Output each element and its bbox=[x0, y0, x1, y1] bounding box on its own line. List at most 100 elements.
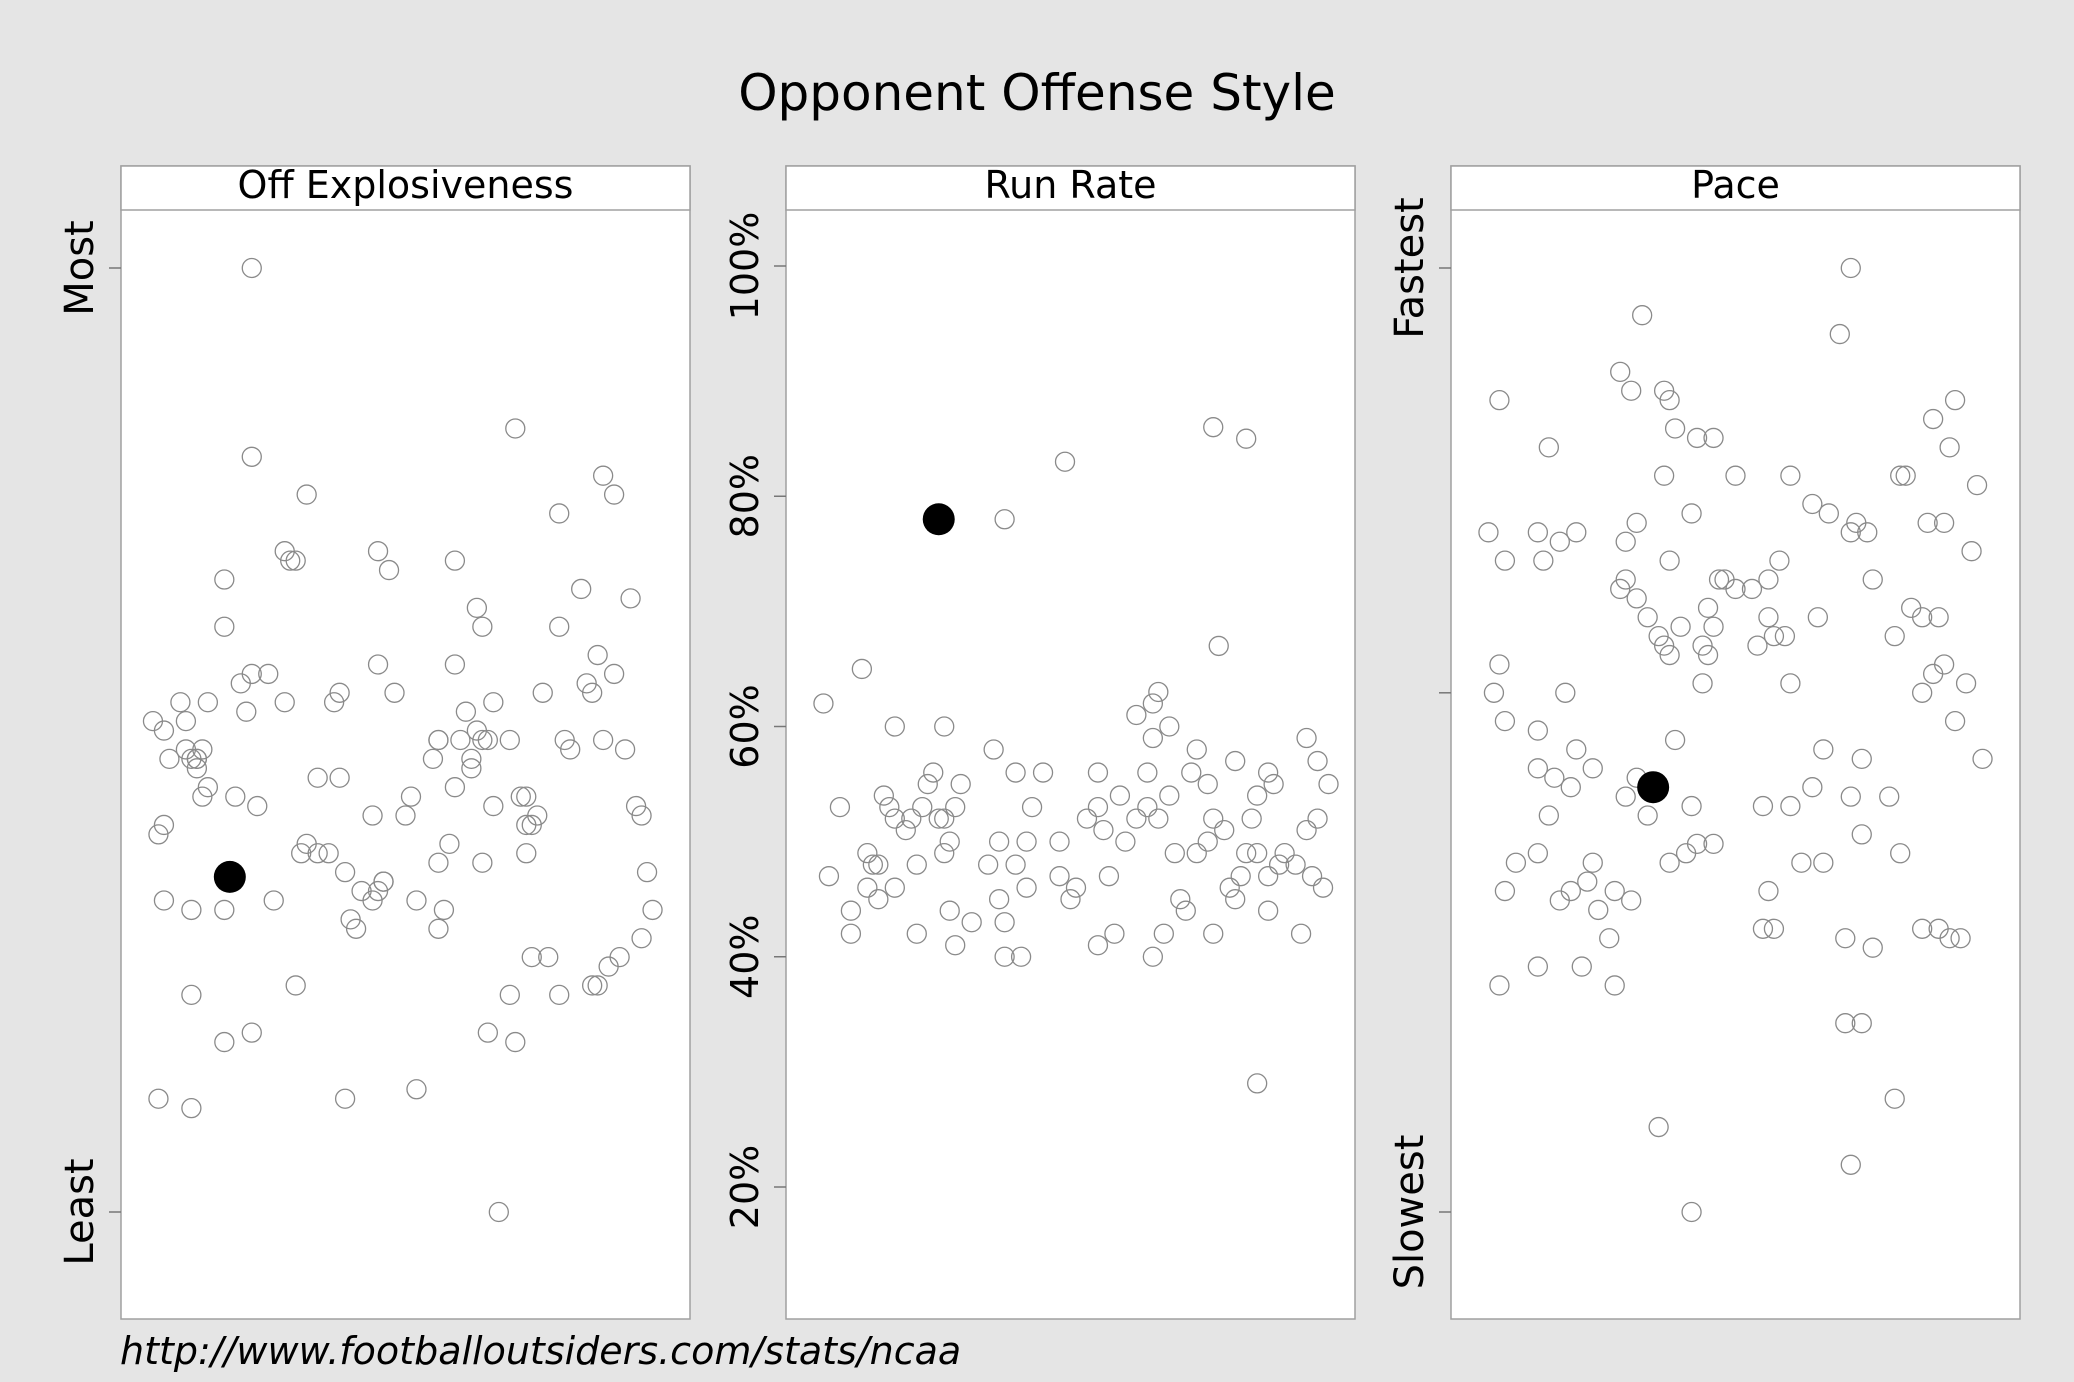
data-point bbox=[1681, 503, 1702, 524]
data-point bbox=[1741, 578, 1763, 600]
panel-2: Run Rate 20% 40% 60% 80% 100% bbox=[723, 163, 1356, 1320]
data-point bbox=[1186, 842, 1207, 864]
data-point bbox=[1725, 465, 1746, 486]
data-point bbox=[1670, 616, 1691, 637]
data-point bbox=[840, 923, 862, 944]
data-point bbox=[868, 889, 889, 910]
highlight-point bbox=[1637, 771, 1670, 804]
data-point bbox=[1725, 578, 1746, 600]
data-point bbox=[1527, 758, 1549, 779]
data-point bbox=[1483, 682, 1505, 703]
data-point bbox=[1247, 785, 1268, 806]
data-point bbox=[1126, 808, 1147, 829]
data-point bbox=[549, 616, 570, 637]
data-point bbox=[170, 692, 191, 713]
data-point bbox=[1005, 762, 1026, 783]
data-point bbox=[961, 912, 982, 933]
data-point bbox=[472, 616, 493, 637]
data-point bbox=[1527, 956, 1549, 977]
data-point bbox=[1862, 569, 1883, 590]
data-point bbox=[1186, 739, 1207, 760]
data-point bbox=[923, 762, 944, 783]
data-point bbox=[939, 831, 960, 852]
data-point bbox=[1610, 578, 1631, 600]
panel-1: Off Explosiveness Least Most bbox=[57, 163, 691, 1320]
data-point bbox=[521, 814, 542, 836]
data-point bbox=[1159, 716, 1180, 737]
data-point bbox=[1912, 918, 1933, 939]
data-point bbox=[1922, 408, 1944, 430]
data-point bbox=[631, 805, 652, 826]
data-point bbox=[582, 682, 603, 703]
data-point bbox=[945, 796, 966, 818]
y-tick-label: 80% bbox=[723, 454, 767, 538]
data-point bbox=[477, 729, 499, 751]
data-point bbox=[153, 890, 175, 911]
data-point bbox=[1615, 531, 1636, 552]
data-point bbox=[571, 578, 592, 600]
data-point bbox=[857, 842, 878, 864]
data-point bbox=[1879, 786, 1900, 807]
data-point bbox=[1560, 777, 1581, 798]
data-point bbox=[603, 663, 625, 685]
data-point bbox=[1197, 773, 1218, 795]
data-point bbox=[1296, 727, 1317, 749]
data-point bbox=[1109, 785, 1131, 806]
data-point bbox=[1681, 1201, 1702, 1223]
data-point bbox=[241, 1022, 262, 1043]
data-point bbox=[1626, 512, 1647, 534]
data-point bbox=[367, 541, 389, 562]
data-point bbox=[1065, 877, 1087, 898]
data-point bbox=[884, 808, 905, 829]
data-point bbox=[1582, 852, 1603, 873]
data-point bbox=[1049, 866, 1070, 887]
data-point bbox=[1933, 654, 1955, 675]
data-point bbox=[1571, 956, 1592, 977]
data-point bbox=[1835, 1013, 1856, 1034]
data-point bbox=[1604, 880, 1625, 902]
data-point bbox=[1851, 824, 1872, 845]
data-point bbox=[1780, 795, 1801, 817]
data-point bbox=[1318, 773, 1339, 795]
data-point bbox=[1752, 918, 1774, 939]
data-point bbox=[1615, 786, 1636, 807]
data-point bbox=[1290, 923, 1312, 944]
data-point bbox=[214, 569, 235, 590]
data-point bbox=[472, 729, 493, 751]
data-point bbox=[1599, 928, 1620, 949]
data-point bbox=[1032, 762, 1054, 783]
data-point bbox=[274, 692, 295, 713]
data-point bbox=[868, 854, 889, 875]
y-tick-label: Slowest bbox=[1387, 1135, 1433, 1290]
data-point bbox=[1851, 748, 1872, 770]
data-point bbox=[906, 923, 927, 944]
data-point bbox=[1170, 889, 1191, 910]
data-point bbox=[631, 928, 652, 949]
data-point bbox=[1791, 852, 1812, 873]
data-point bbox=[1527, 720, 1549, 741]
data-point bbox=[1181, 762, 1202, 783]
data-point bbox=[1257, 866, 1279, 887]
data-point bbox=[1478, 522, 1499, 543]
data-point bbox=[148, 824, 169, 845]
data-point bbox=[241, 446, 262, 467]
data-point bbox=[1966, 474, 1988, 496]
data-point bbox=[1692, 673, 1713, 694]
data-point bbox=[422, 748, 444, 770]
data-point bbox=[1021, 796, 1043, 818]
data-point bbox=[1301, 866, 1323, 887]
data-point bbox=[1659, 852, 1680, 873]
data-point bbox=[1829, 323, 1850, 345]
data-point bbox=[428, 852, 449, 873]
panels: Off Explosiveness Least Most Run Rate 20% 40%… bbox=[57, 163, 2021, 1320]
data-point bbox=[444, 777, 466, 798]
data-point bbox=[950, 773, 971, 795]
data-point bbox=[214, 1031, 235, 1053]
data-point bbox=[1686, 427, 1708, 449]
data-point bbox=[1648, 626, 1669, 647]
data-point bbox=[857, 877, 878, 898]
data-point bbox=[1225, 889, 1246, 910]
data-point bbox=[1912, 607, 1933, 628]
data-point bbox=[1208, 635, 1229, 657]
data-point bbox=[1917, 512, 1938, 534]
